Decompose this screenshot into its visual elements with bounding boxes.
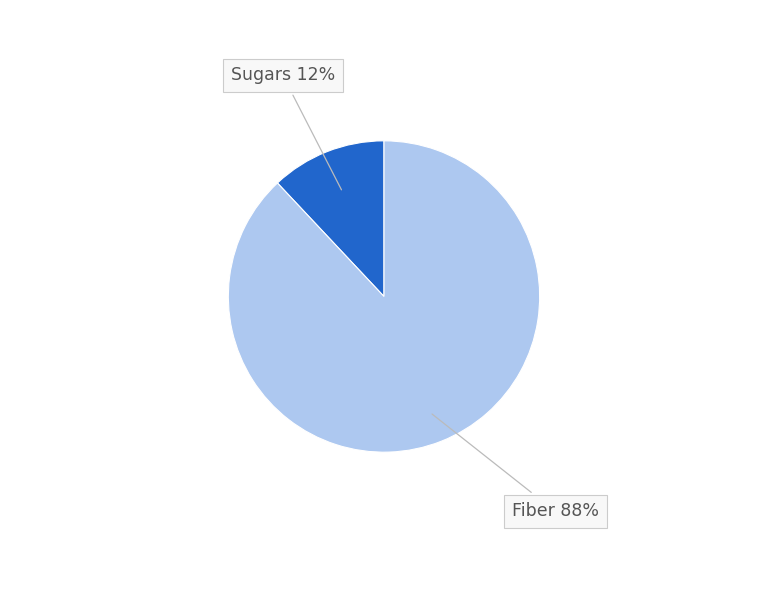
Wedge shape (228, 141, 540, 452)
Wedge shape (277, 141, 384, 296)
Text: Fiber 88%: Fiber 88% (432, 414, 599, 520)
Text: Sugars 12%: Sugars 12% (230, 66, 342, 190)
